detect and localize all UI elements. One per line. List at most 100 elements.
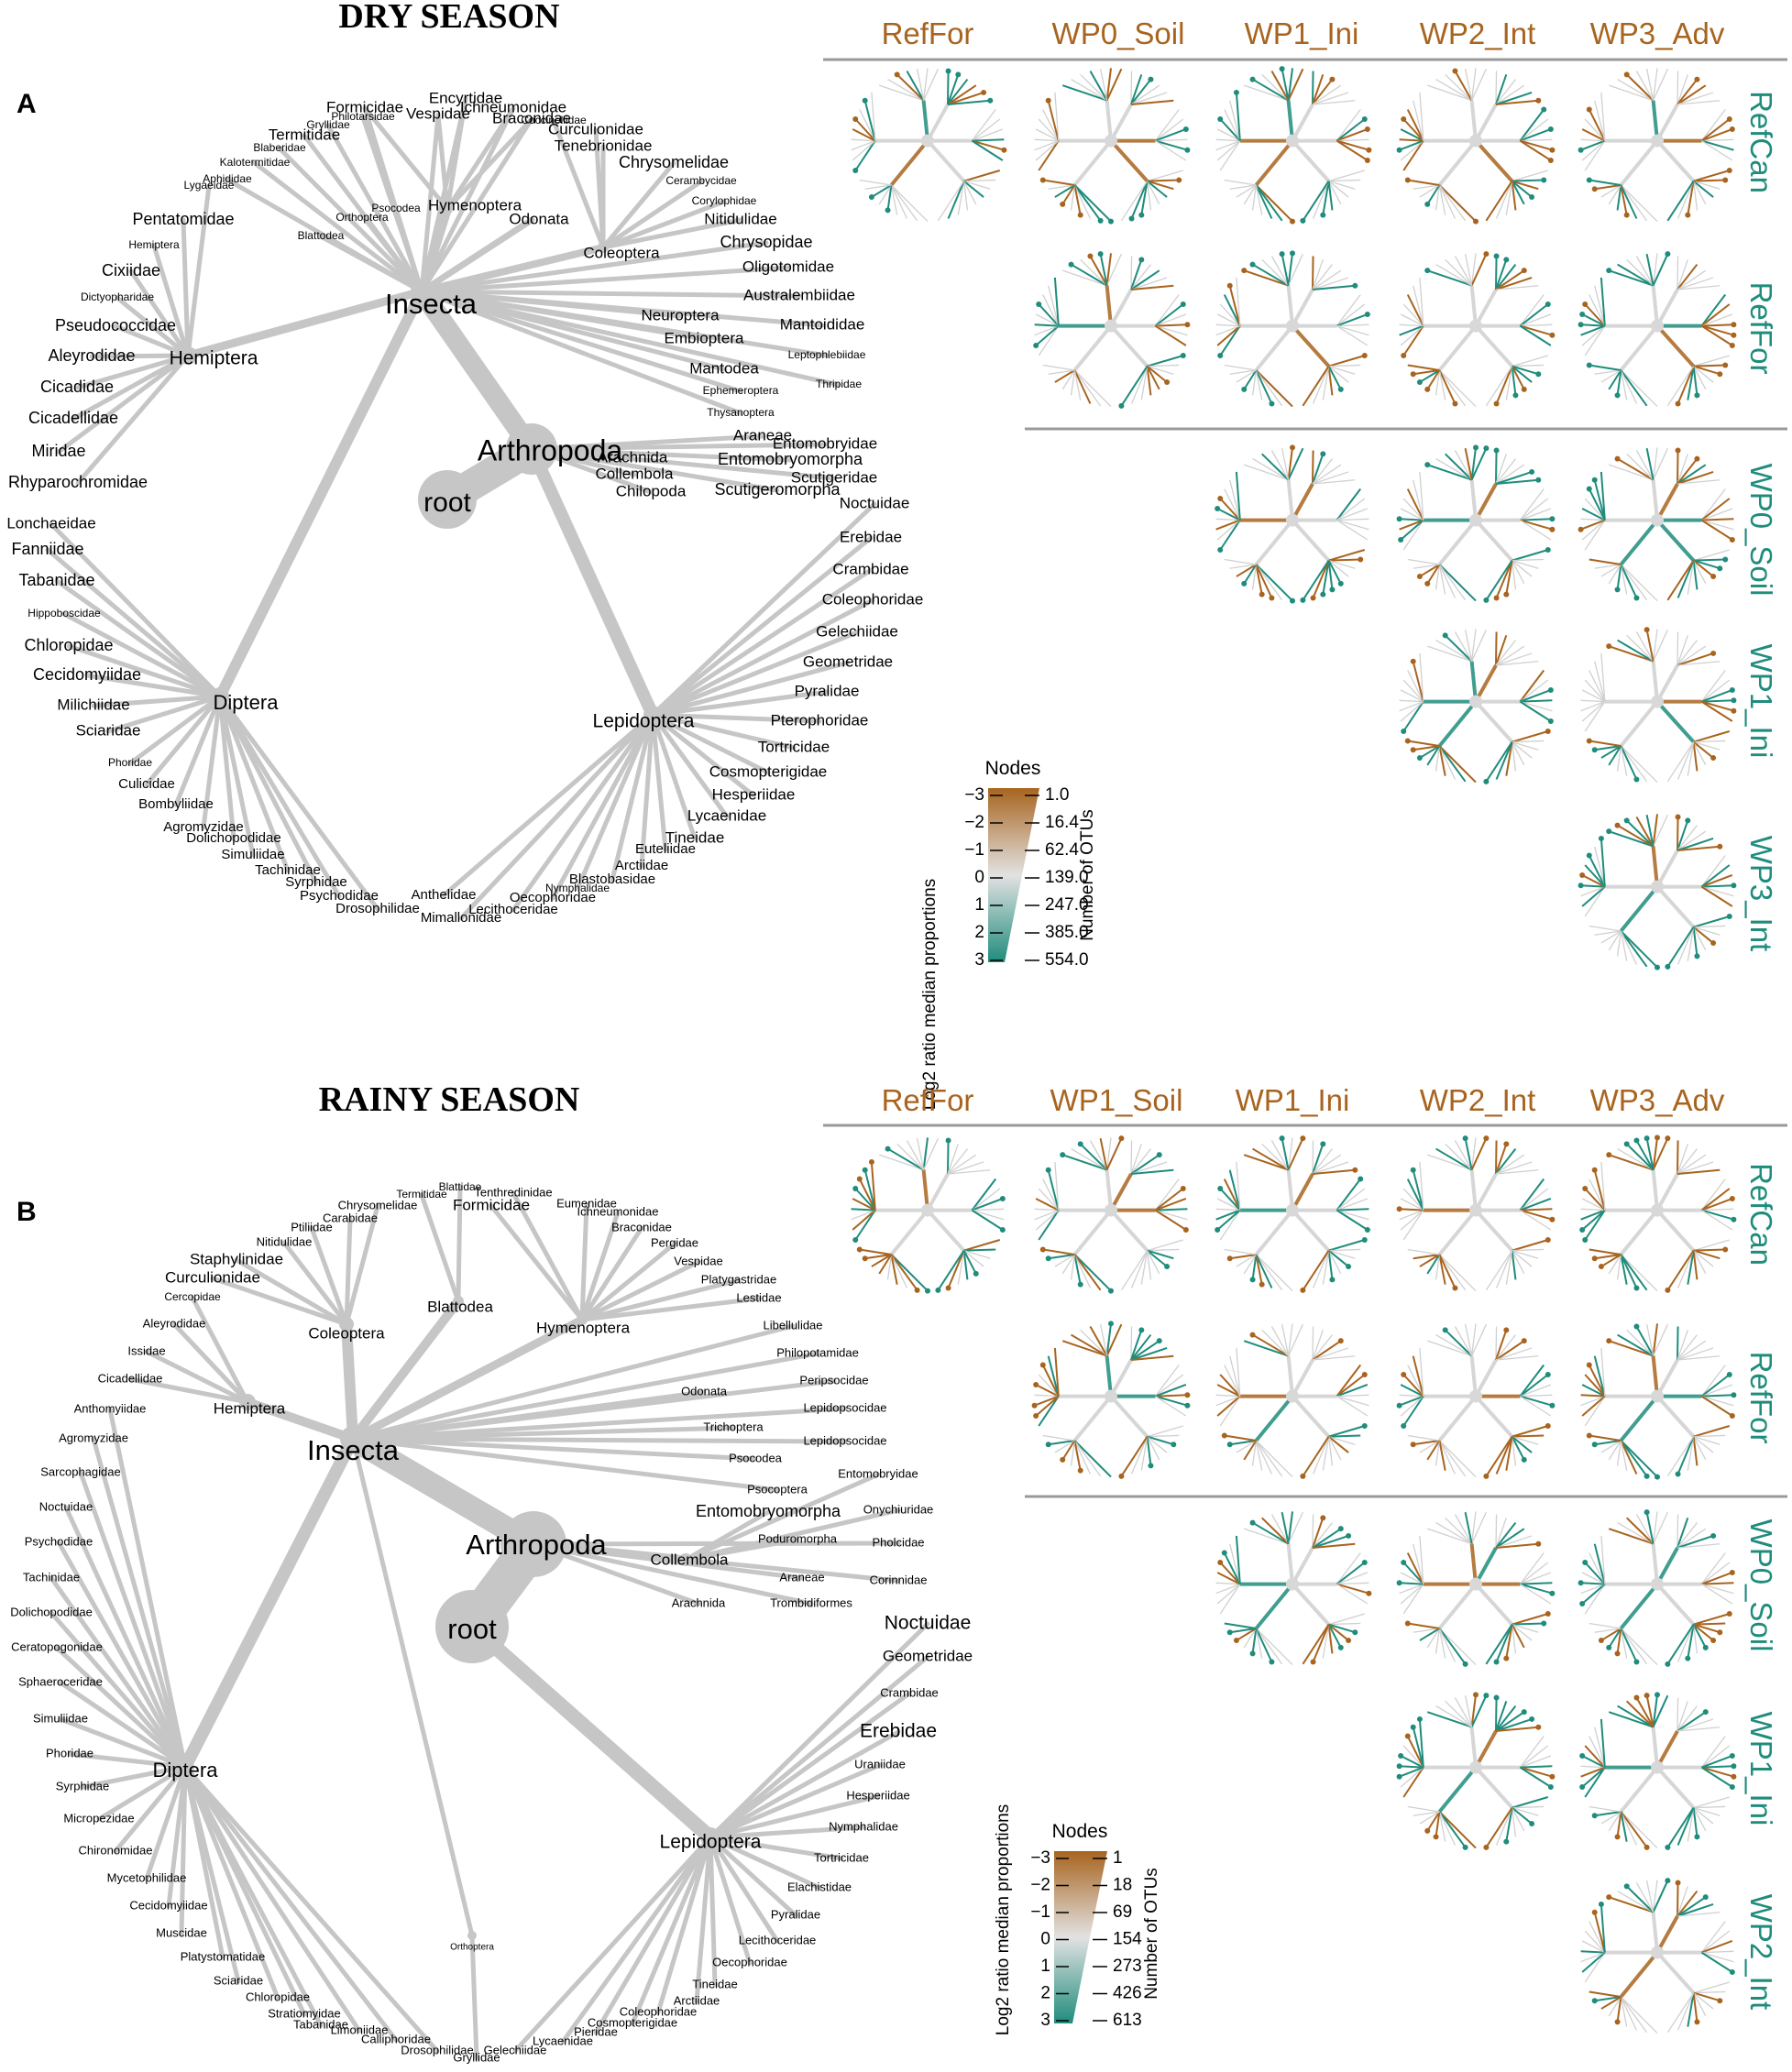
mini-edge: [1580, 699, 1605, 703]
mini-edge: [1495, 1161, 1533, 1175]
mini-edge: [1584, 520, 1606, 551]
node-label-lepidopsocidae: Lepidopsocidae: [803, 1400, 886, 1414]
mini-edge: [947, 1148, 968, 1175]
mini-edge: [1589, 1805, 1622, 1813]
node-label-tenebrionidae: Tenebrionidae: [555, 137, 653, 154]
node-label-tortricidae: Tortricidae: [758, 738, 830, 755]
mini-node: [1184, 1392, 1191, 1398]
tree-edge: [419, 116, 534, 294]
mini-edge: [1147, 355, 1184, 367]
mini-edge: [1109, 289, 1133, 327]
mini-edge: [1400, 1198, 1424, 1211]
mini-edge: [1519, 294, 1545, 326]
mini-edge: [1655, 1915, 1679, 1954]
node-label-hymenoptera: Hymenoptera: [428, 196, 522, 214]
mini-edge: [1312, 1534, 1349, 1549]
mini-edge: [1474, 104, 1498, 142]
mini-node: [1300, 1473, 1306, 1479]
node-label-araneae: Araneae: [779, 1570, 824, 1584]
mini-edge: [1454, 1697, 1473, 1727]
mini-edge: [1155, 139, 1188, 151]
column-header-2: WP1_Ini: [1236, 1083, 1350, 1117]
mini-edge: [1593, 1543, 1606, 1584]
tree-edge: [54, 578, 223, 699]
node-label-nitidulidae: Nitidulidae: [704, 210, 776, 227]
mini-edge: [1073, 1254, 1082, 1285]
mini-node: [1033, 343, 1039, 349]
mini-edge: [1620, 1811, 1648, 1848]
mini-edge: [1474, 324, 1514, 367]
mini-edge: [1608, 745, 1622, 766]
mini-edge: [1692, 559, 1714, 577]
mini-edge: [1291, 483, 1314, 521]
tree-edge: [113, 1764, 188, 1854]
mini-node: [1633, 595, 1640, 601]
tree-edge: [650, 501, 877, 718]
mini-edge: [1600, 1347, 1606, 1397]
mini-edge: [1047, 1355, 1060, 1397]
mini-edge: [1328, 1239, 1366, 1252]
mini-edge: [1130, 1354, 1174, 1361]
mini-edge: [1219, 303, 1241, 327]
mini-node: [1358, 556, 1364, 563]
mini-edge: [1328, 1623, 1356, 1634]
node-label-trombidiformes: Trombidiformes: [770, 1595, 852, 1609]
mini-node: [1717, 843, 1723, 850]
mini-edge: [1427, 1528, 1472, 1545]
mini-edge: [1700, 1365, 1726, 1397]
legend-log2-tick: 2: [974, 923, 984, 942]
mini-edge: [1635, 817, 1655, 848]
mini-edge: [1620, 1628, 1638, 1662]
node-label-anthomyiidae: Anthomyiidae: [74, 1401, 147, 1415]
mini-edge: [1677, 1705, 1698, 1732]
mini-edge: [1584, 1745, 1606, 1769]
mini-node: [1729, 1784, 1735, 1791]
mini-node: [1279, 66, 1285, 72]
mini-node: [1717, 1629, 1723, 1636]
mini-edge: [1254, 324, 1294, 372]
mini-edge: [1652, 629, 1658, 662]
mini-node: [1108, 1321, 1114, 1327]
mini-edge: [1255, 1628, 1273, 1662]
tree-edge: [350, 1436, 780, 1493]
mini-edge: [1235, 1535, 1241, 1584]
mini-edge: [972, 1198, 1004, 1211]
mini-edge: [1286, 1169, 1294, 1211]
node-label-cicadellidae: Cicadellidae: [98, 1371, 163, 1385]
mini-edge: [1520, 139, 1553, 151]
node-label-syrphidae: Syrphidae: [285, 874, 347, 890]
tree-edge: [610, 712, 655, 883]
mini-edge: [1312, 1347, 1349, 1361]
mini-edge: [1302, 560, 1330, 601]
node-label-syrphidae: Syrphidae: [56, 1779, 110, 1792]
mini-node: [1310, 595, 1316, 601]
mini-edge: [1312, 100, 1356, 105]
mini-edge: [1336, 128, 1369, 142]
mini-edge: [1034, 139, 1060, 151]
mini-edge: [1589, 1552, 1606, 1584]
mini-edge: [1520, 700, 1553, 712]
mini-node: [1346, 1638, 1352, 1644]
mini-edge: [1147, 1435, 1174, 1446]
mini-edge: [1626, 258, 1655, 287]
mini-edge: [1600, 471, 1606, 521]
mini-edge: [1701, 700, 1734, 712]
mini-node: [1279, 1135, 1285, 1142]
mini-edge: [1312, 458, 1333, 485]
mini-edge: [1130, 1161, 1168, 1175]
tree-edge: [214, 286, 427, 702]
mini-node: [1060, 1456, 1066, 1463]
mini-edge: [1130, 1168, 1174, 1175]
mini-edge: [1520, 1198, 1552, 1211]
node-label-erebidae: Erebidae: [840, 528, 902, 545]
mini-heat-tree: [1579, 1692, 1737, 1850]
mini-edge: [1700, 488, 1726, 521]
mini-edge: [1600, 277, 1606, 326]
panel-letter-a: A: [16, 89, 37, 119]
mini-edge: [1073, 1440, 1092, 1475]
tree-edge: [61, 611, 223, 699]
mini-node: [1060, 1152, 1066, 1158]
tree-node: [453, 1296, 464, 1307]
mini-node: [1184, 322, 1191, 328]
mini-edge: [1105, 1137, 1112, 1170]
